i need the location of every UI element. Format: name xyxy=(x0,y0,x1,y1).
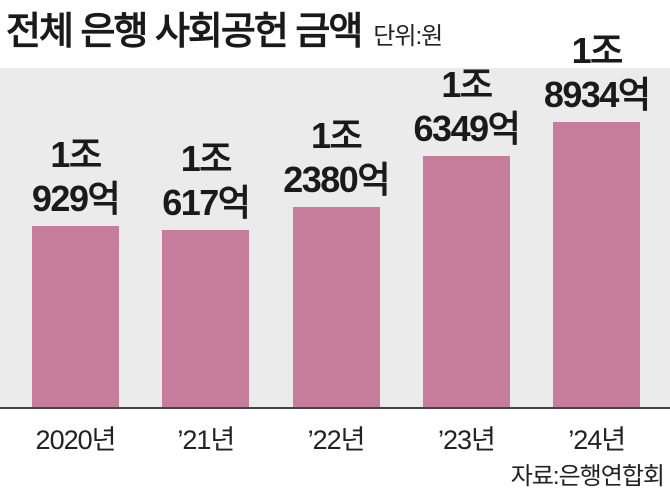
data-label-line-1: 1조 xyxy=(441,63,493,105)
category-label-4: ’23년 xyxy=(437,425,496,455)
category-label-5: ’24년 xyxy=(568,425,626,455)
category-label-2: ’21년 xyxy=(177,425,235,455)
data-label-line-1: 1조 xyxy=(571,30,624,72)
category-label-1: 2020년 xyxy=(35,425,117,455)
chart-title: 전체 은행 사회공헌 금액 xyxy=(6,11,363,53)
data-label-line-1: 1조 xyxy=(311,115,363,157)
data-label-line-2: 2380억 xyxy=(283,159,390,201)
source-note: 자료:은행연합회 xyxy=(510,463,665,490)
chart-header: 전체 은행 사회공헌 금액 단위:원 xyxy=(6,6,443,58)
data-label-line-1: 1조 xyxy=(180,138,233,180)
bar-2 xyxy=(162,230,250,407)
data-label-line-2: 6349억 xyxy=(413,107,521,149)
bar-3 xyxy=(292,207,380,407)
data-label-5: 1조 8934억 xyxy=(532,29,662,117)
data-label-line-1: 1조 xyxy=(50,134,102,175)
x-axis-baseline xyxy=(0,407,670,409)
bar-4 xyxy=(422,155,510,407)
data-label-2: 1조 617억 xyxy=(141,137,271,225)
data-label-4: 1조 6349억 xyxy=(401,63,531,151)
data-label-3: 1조 2380억 xyxy=(271,114,401,202)
data-label-line-2: 929억 xyxy=(31,178,121,219)
category-label-3: ’22년 xyxy=(307,425,366,455)
data-label-line-2: 617억 xyxy=(162,182,251,224)
bar-1 xyxy=(32,226,119,407)
unit-note: 단위:원 xyxy=(373,23,443,50)
bar-5 xyxy=(553,122,641,407)
data-label-1: 1조 929억 xyxy=(11,133,141,221)
data-label-line-2: 8934억 xyxy=(543,74,651,116)
